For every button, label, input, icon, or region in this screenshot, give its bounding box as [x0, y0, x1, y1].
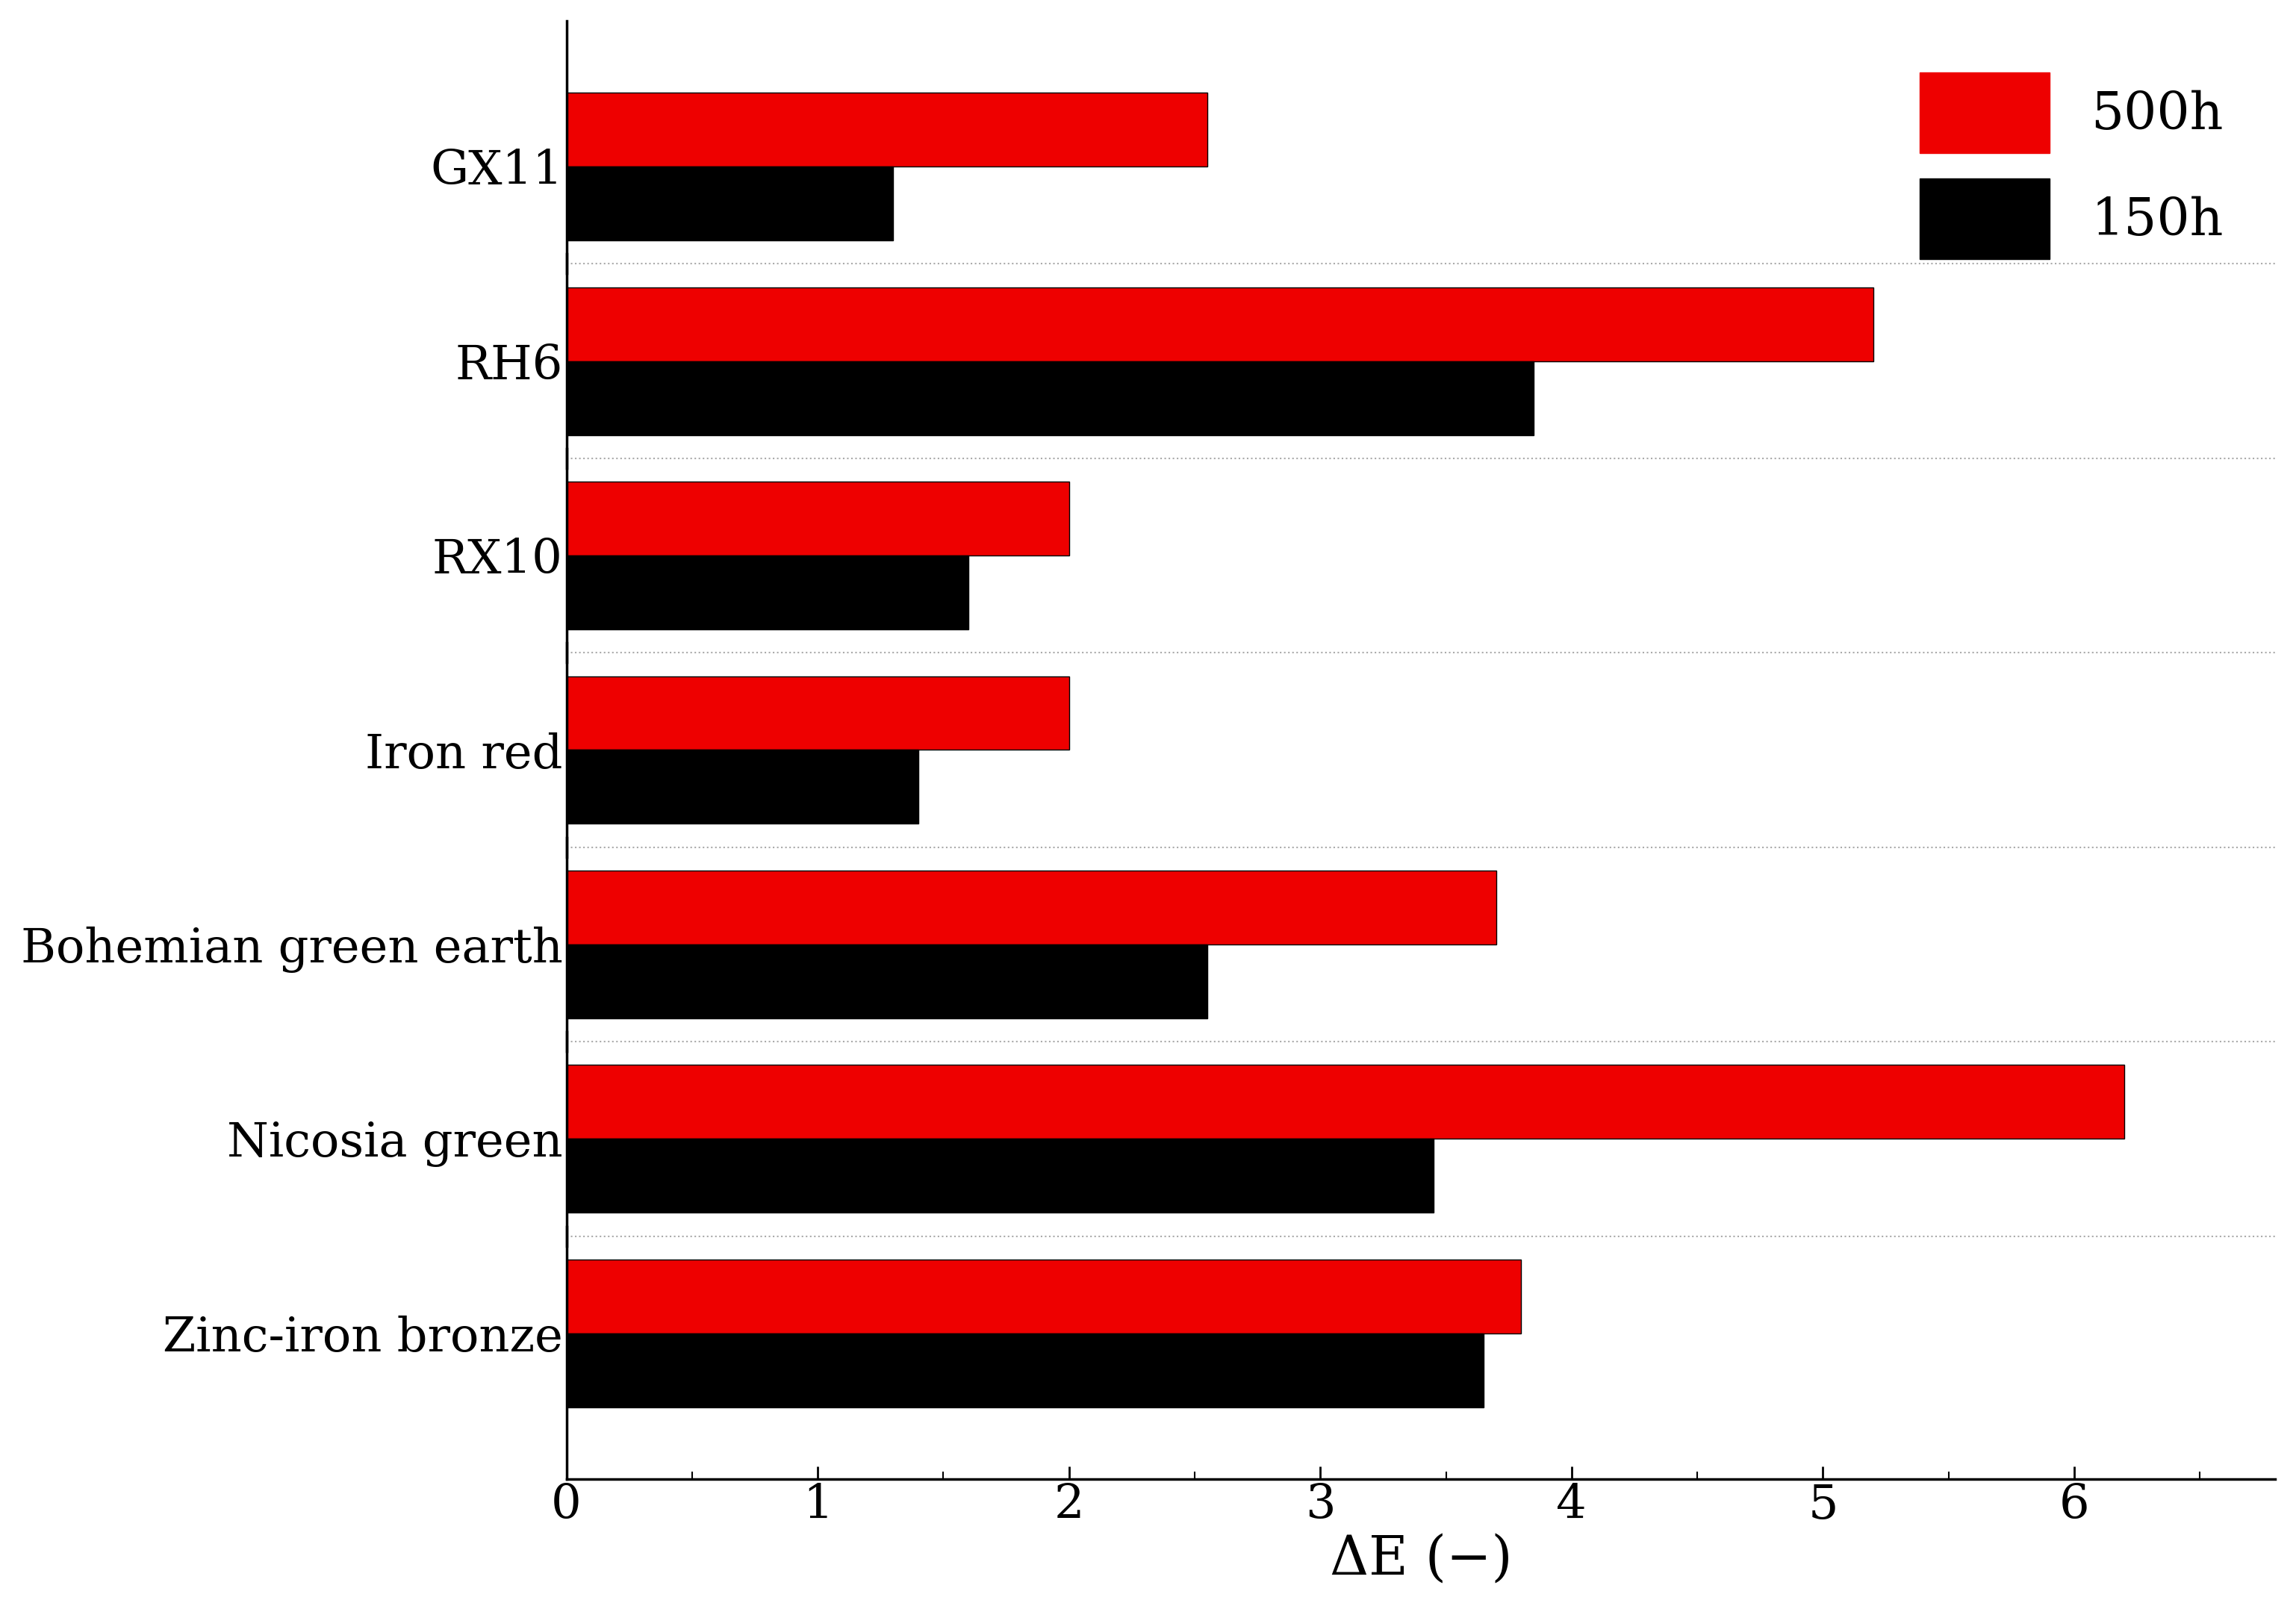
- Bar: [567, 167, 893, 241]
- Bar: [567, 676, 1070, 750]
- Bar: [567, 1065, 2124, 1139]
- Bar: [567, 944, 1208, 1018]
- X-axis label: ΔE (−): ΔE (−): [1329, 1532, 1513, 1585]
- Bar: [567, 482, 1070, 556]
- Legend: 500h, 150h: 500h, 150h: [1894, 47, 2250, 284]
- Bar: [567, 556, 969, 630]
- Bar: [567, 1259, 1522, 1333]
- Bar: [567, 361, 1534, 435]
- Bar: [567, 750, 918, 824]
- Bar: [567, 93, 1208, 167]
- Bar: [567, 287, 1874, 361]
- Bar: [567, 1139, 1433, 1213]
- Bar: [567, 1333, 1483, 1407]
- Bar: [567, 870, 1497, 944]
